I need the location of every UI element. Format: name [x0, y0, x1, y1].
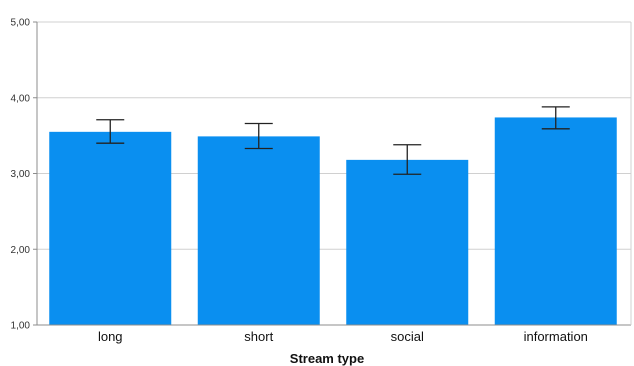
error-bars	[96, 106, 570, 175]
y-tick-label: 4,00	[11, 93, 31, 104]
y-tick-label: 1,00	[11, 321, 31, 332]
x-axis-category-labels: long short social information	[98, 329, 588, 344]
x-category-label: social	[391, 329, 424, 344]
y-tick-label: 5,00	[11, 18, 31, 29]
y-tick-label: 2,00	[11, 245, 31, 256]
bar	[49, 131, 172, 325]
x-category-label: information	[524, 329, 588, 344]
bar	[494, 117, 617, 325]
x-category-label: long	[98, 329, 123, 344]
bars	[49, 117, 617, 325]
x-axis-title: Stream type	[290, 351, 364, 366]
bar	[346, 159, 469, 325]
axes	[36, 22, 632, 326]
x-category-label: short	[244, 329, 273, 344]
y-tick-label: 3,00	[11, 169, 31, 180]
bar	[197, 136, 320, 325]
y-axis-ticks: 1,00 2,00 3,00 4,00 5,00	[11, 18, 37, 332]
